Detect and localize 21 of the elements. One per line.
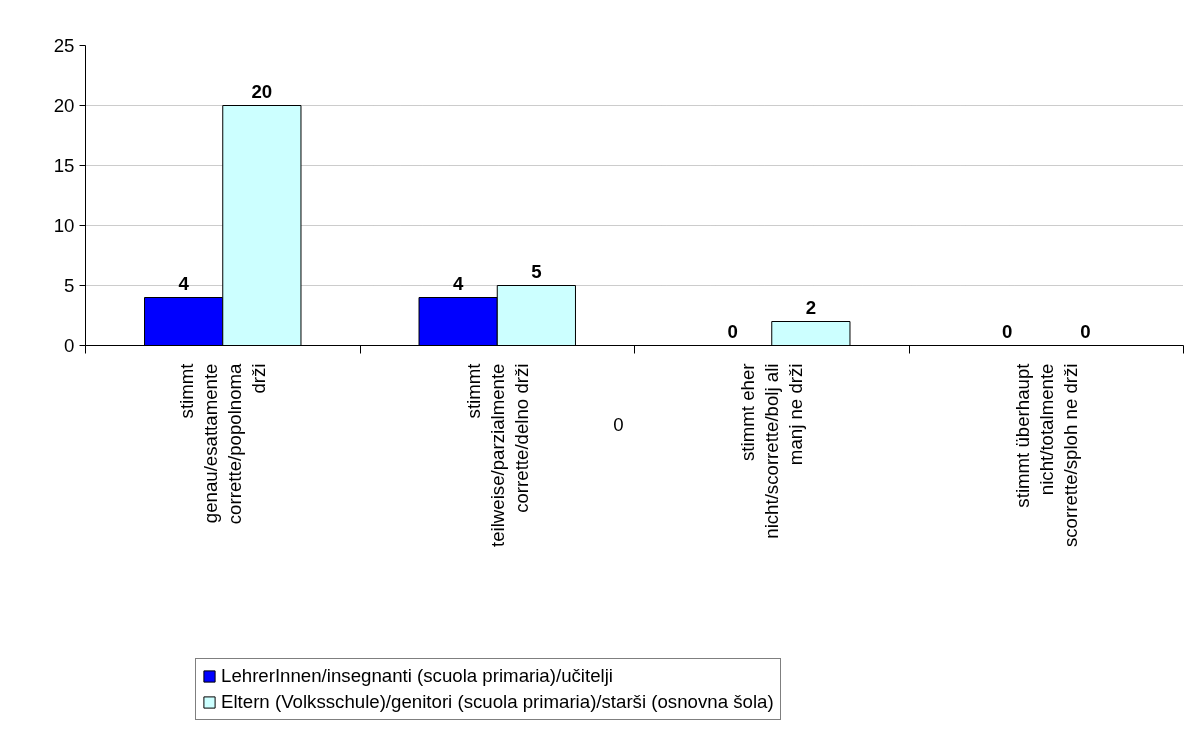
legend-label: LehrerInnen/insegnanti (scuola primaria)/učitelji <box>221 665 613 687</box>
x-tick-label: stimmt eher nicht/scorrette/bolj ali manj ne drži <box>737 363 807 539</box>
data-label: 4 <box>452 272 464 294</box>
data-label: 0 <box>1001 320 1013 342</box>
y-tick-label: 25 <box>53 35 75 56</box>
data-label: 4 <box>178 272 190 294</box>
x-tick-label: stimmt genau/esattamente corrette/popolnoma drži <box>176 362 270 525</box>
y-tick-label: 20 <box>53 95 75 116</box>
data-label: 20 <box>251 80 273 102</box>
y-tick-label: 0 <box>64 335 75 356</box>
y-tick-label: 5 <box>64 275 75 296</box>
x-tick-label: stimmt überhaupt nicht/totalmente scorrette/sploh ne drži <box>1011 362 1081 548</box>
y-tick-label: 10 <box>53 215 75 236</box>
data-label: 2 <box>805 296 817 318</box>
text: 0 <box>613 413 624 435</box>
data-label: 5 <box>531 260 542 282</box>
data-label: 0 <box>727 320 738 342</box>
legend-label: Eltern (Volksschule)/genitori (scuola primaria)/starši (osnovna šola) <box>221 691 774 713</box>
data-label: 0 <box>1080 320 1091 342</box>
x-tick-label: stimmt teilweise/parzialmente corrette/delno drži <box>462 362 532 548</box>
y-tick-label: 15 <box>53 155 75 176</box>
